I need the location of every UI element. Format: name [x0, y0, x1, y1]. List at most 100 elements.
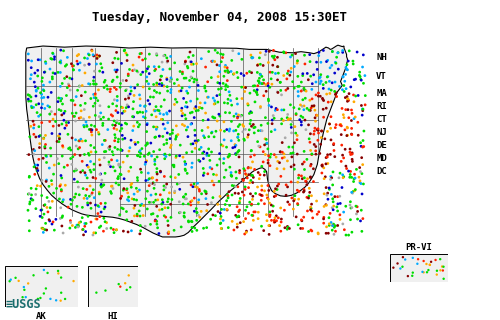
Point [356, 73, 364, 78]
Point [26, 174, 34, 179]
Point [222, 145, 230, 150]
Point [291, 193, 299, 198]
Point [99, 183, 107, 188]
Point [142, 56, 150, 61]
Point [298, 176, 306, 181]
Point [238, 84, 246, 90]
Point [258, 183, 266, 188]
Point [124, 93, 132, 98]
Point [276, 160, 283, 165]
Point [48, 178, 56, 183]
Point [250, 125, 258, 130]
Point [220, 74, 228, 79]
Point [334, 208, 342, 213]
Point [194, 185, 202, 190]
Point [286, 226, 294, 231]
Point [260, 93, 268, 98]
Point [272, 108, 280, 113]
Point [85, 61, 93, 67]
Point [87, 206, 95, 211]
Point [108, 113, 116, 118]
Point [277, 228, 285, 234]
Point [78, 227, 86, 232]
Point [308, 215, 316, 220]
Point [134, 69, 142, 75]
Point [287, 151, 295, 156]
Point [304, 176, 312, 181]
Text: DC: DC [376, 166, 387, 176]
Point [41, 202, 49, 207]
Point [360, 181, 368, 187]
Point [87, 149, 95, 155]
Point [256, 50, 264, 55]
Point [268, 70, 276, 75]
Point [180, 215, 188, 220]
Point [24, 281, 32, 286]
Point [49, 124, 57, 129]
Point [248, 212, 256, 218]
Point [49, 219, 57, 224]
Point [158, 83, 166, 88]
Point [183, 104, 191, 109]
Point [300, 159, 308, 164]
Point [440, 276, 448, 281]
Point [124, 190, 132, 196]
Point [109, 60, 117, 65]
Point [82, 172, 90, 178]
Point [334, 194, 342, 199]
Point [68, 135, 76, 140]
Point [234, 148, 242, 154]
Point [262, 52, 270, 57]
Point [315, 50, 323, 55]
Point [115, 162, 123, 167]
Point [92, 82, 100, 87]
Point [139, 213, 147, 218]
Point [159, 134, 167, 139]
Point [78, 159, 86, 164]
Point [189, 53, 197, 58]
Point [320, 191, 328, 196]
Point [64, 55, 72, 60]
Point [204, 49, 212, 54]
Point [172, 175, 179, 180]
Point [235, 154, 243, 159]
Point [204, 95, 212, 100]
Point [278, 92, 285, 97]
Point [255, 144, 263, 149]
Point [266, 70, 274, 75]
Point [156, 77, 164, 83]
Point [258, 188, 266, 193]
Point [221, 65, 229, 70]
Point [238, 122, 246, 127]
Point [97, 210, 105, 215]
Point [60, 118, 68, 123]
Point [42, 179, 50, 184]
Point [86, 159, 94, 164]
Point [356, 180, 364, 185]
Point [122, 121, 130, 126]
Point [72, 94, 80, 99]
Point [191, 128, 199, 133]
Point [170, 102, 178, 107]
Point [30, 105, 38, 110]
Point [24, 208, 32, 213]
Point [310, 132, 318, 137]
Point [350, 116, 358, 121]
Point [312, 152, 320, 157]
Point [149, 180, 157, 185]
Point [265, 232, 273, 237]
Point [264, 83, 272, 88]
Point [182, 59, 190, 64]
Point [116, 85, 124, 90]
Point [134, 140, 142, 145]
Point [352, 76, 360, 82]
Point [331, 154, 339, 159]
Point [306, 204, 314, 210]
Point [152, 219, 160, 224]
Point [150, 149, 158, 154]
Point [125, 169, 133, 174]
Point [140, 203, 147, 208]
Point [29, 119, 37, 124]
Point [48, 182, 56, 187]
Point [162, 181, 170, 187]
